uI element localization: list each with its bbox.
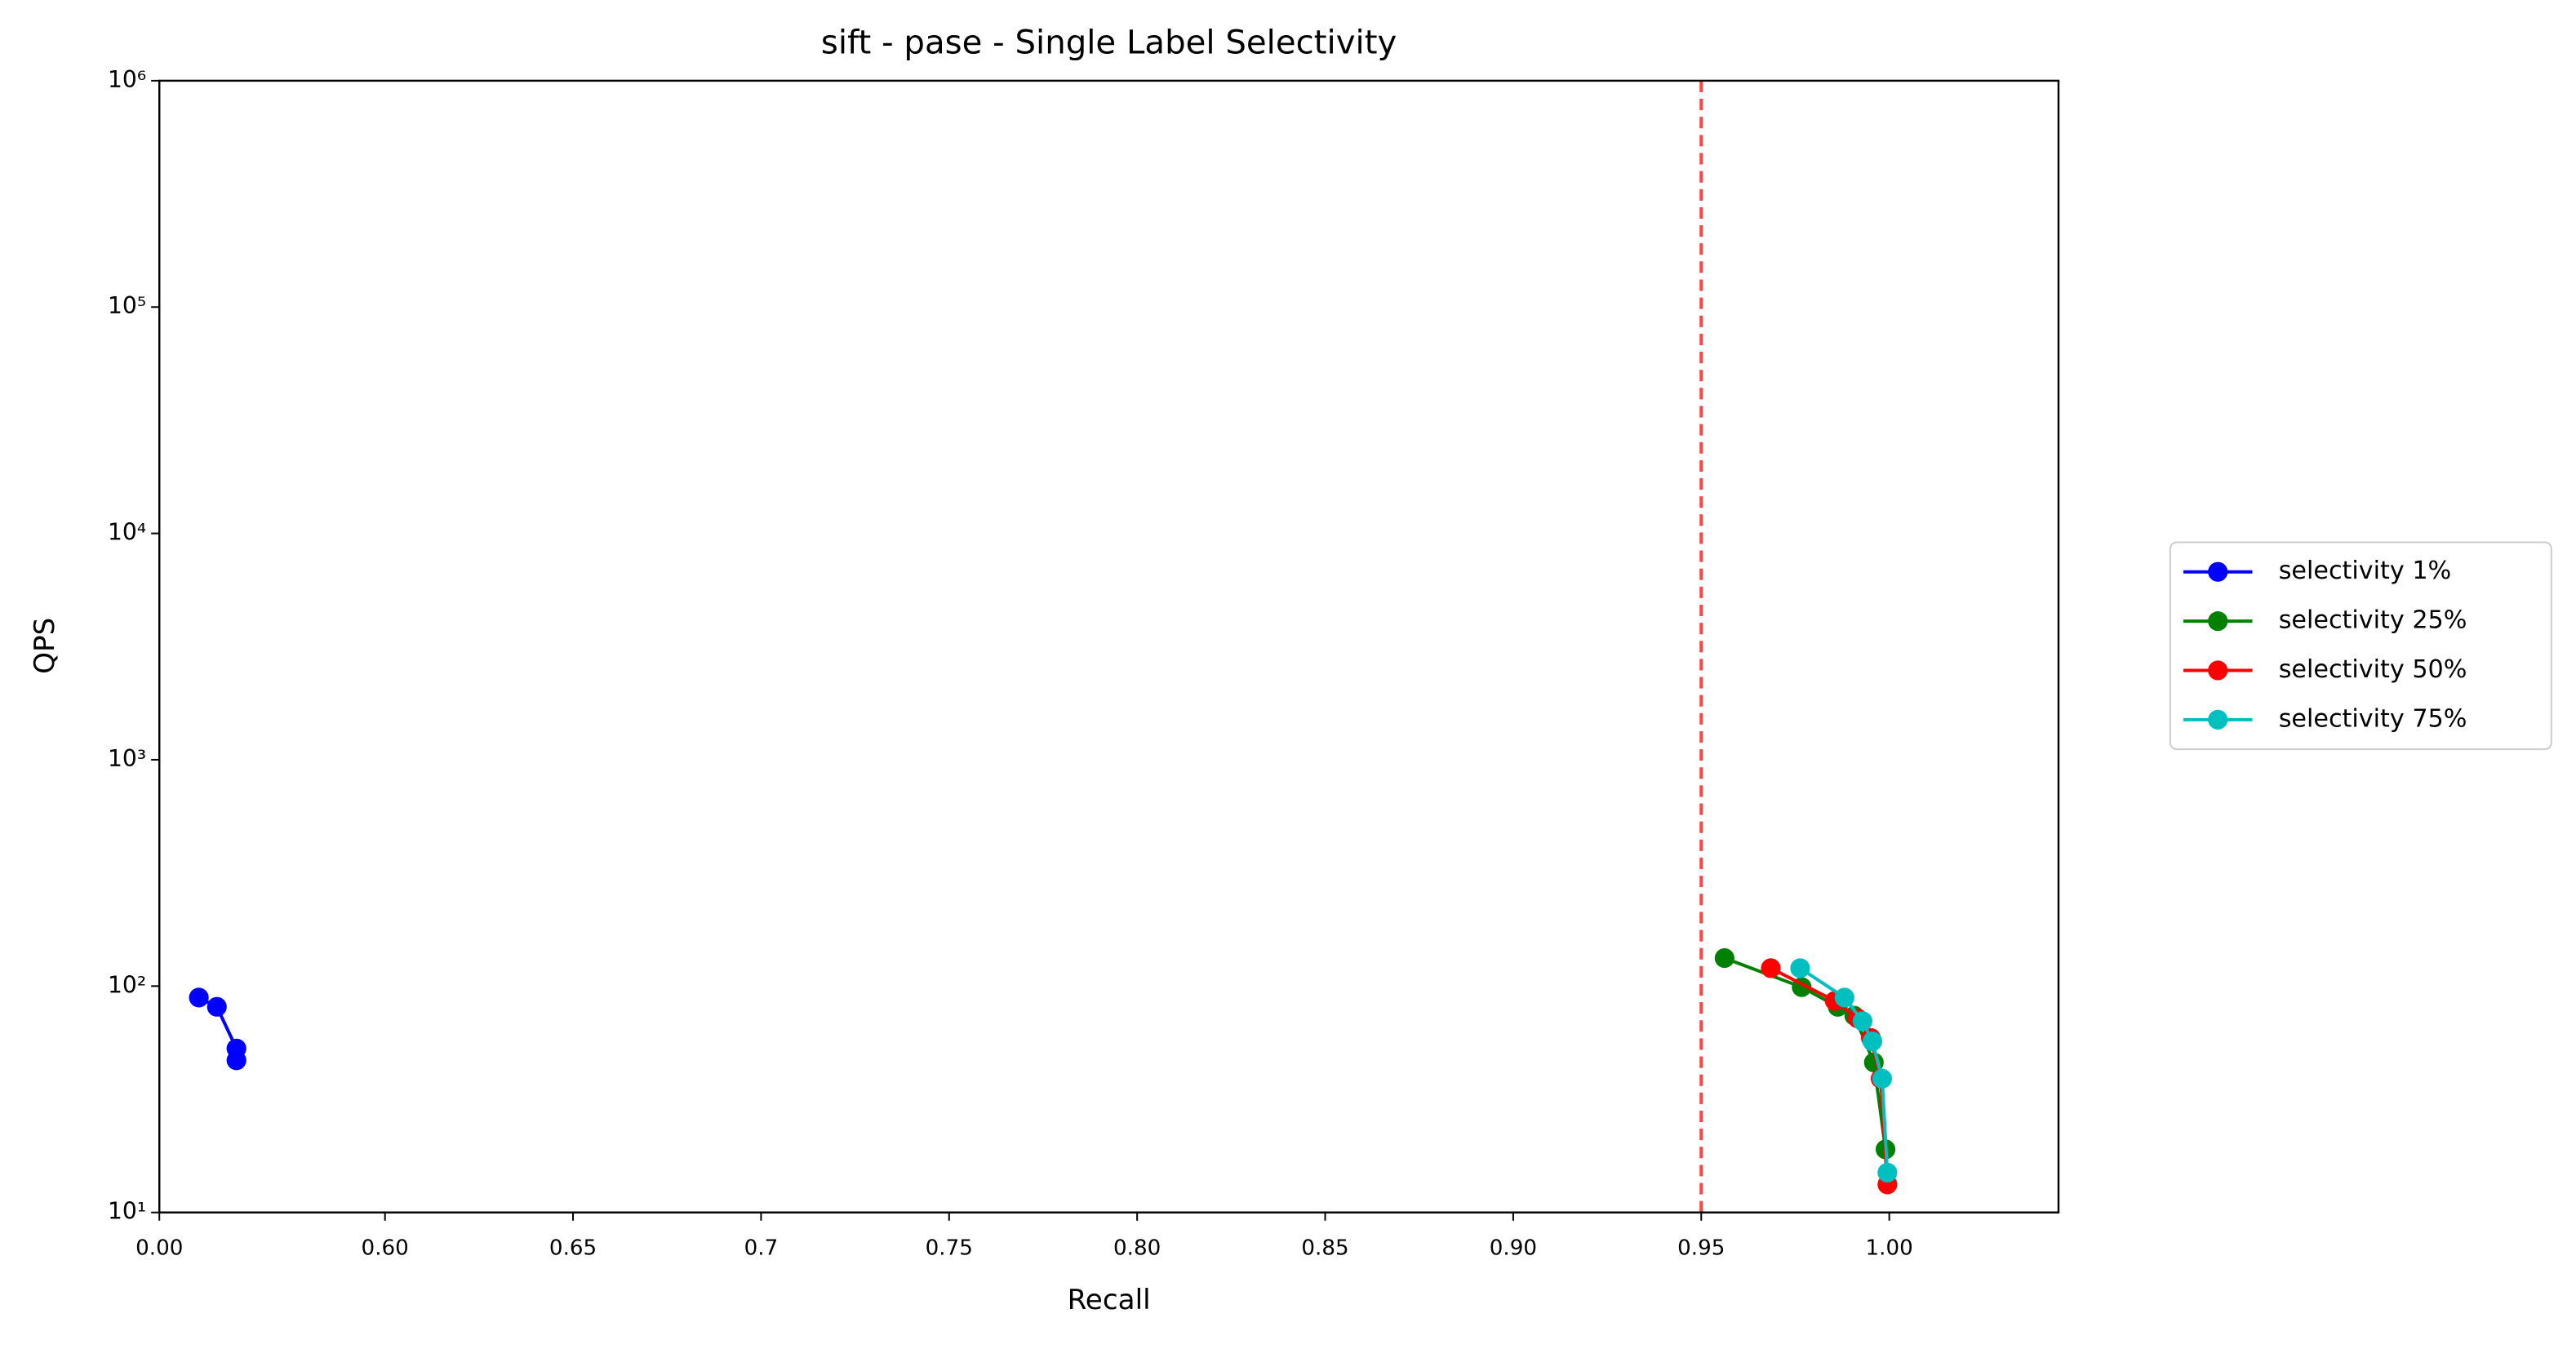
x-tick-label: 0.75	[926, 1236, 973, 1260]
data-point	[1790, 958, 1810, 978]
x-tick-label: 0.60	[362, 1236, 409, 1260]
y-axis-label: QPS	[29, 618, 61, 674]
legend-box	[2169, 541, 2552, 751]
data-point	[226, 1050, 246, 1071]
y-tick-label: 10⁴	[108, 519, 146, 546]
legend-marker	[2208, 660, 2228, 681]
y-tick-label: 10⁶	[108, 66, 146, 93]
data-point	[1862, 1031, 1882, 1052]
legend-label: selectivity 1%	[2279, 557, 2452, 585]
x-tick-label: 0.85	[1301, 1236, 1348, 1260]
x-tick-label: 0.80	[1113, 1236, 1161, 1260]
x-tick-label: 0.90	[1490, 1236, 1537, 1260]
legend-label: selectivity 50%	[2279, 655, 2467, 684]
x-tick-label: 0.00	[135, 1236, 183, 1260]
y-tick-label: 10³	[108, 745, 146, 772]
x-tick-label: 0.65	[549, 1236, 597, 1260]
data-point	[1852, 1011, 1873, 1032]
chart-title: sift - pase - Single Label Selectivity	[821, 24, 1397, 62]
data-point	[207, 996, 227, 1017]
legend-marker	[2208, 561, 2228, 582]
legend-marker	[2208, 611, 2228, 632]
data-point	[1834, 987, 1854, 1008]
legend-marker	[2208, 709, 2228, 730]
x-tick-label: 1.00	[1866, 1236, 1913, 1260]
y-tick-label: 10⁵	[108, 292, 146, 319]
y-tick-label: 10²	[108, 971, 146, 998]
x-axis-label: Recall	[1068, 1284, 1151, 1316]
data-point	[1761, 958, 1781, 978]
legend-label: selectivity 75%	[2279, 704, 2467, 733]
data-point	[189, 987, 209, 1008]
legend: selectivity 1% selectivity 25% selectivity…	[2169, 541, 2552, 751]
plot-frame	[158, 79, 2060, 1214]
x-tick-label: 0.7	[744, 1236, 779, 1260]
data-point	[1877, 1162, 1898, 1183]
legend-label: selectivity 25%	[2279, 606, 2467, 635]
data-point	[1872, 1068, 1892, 1089]
x-tick-label: 0.95	[1677, 1236, 1725, 1260]
data-point	[1714, 947, 1734, 969]
y-tick-label: 10¹	[108, 1198, 146, 1225]
